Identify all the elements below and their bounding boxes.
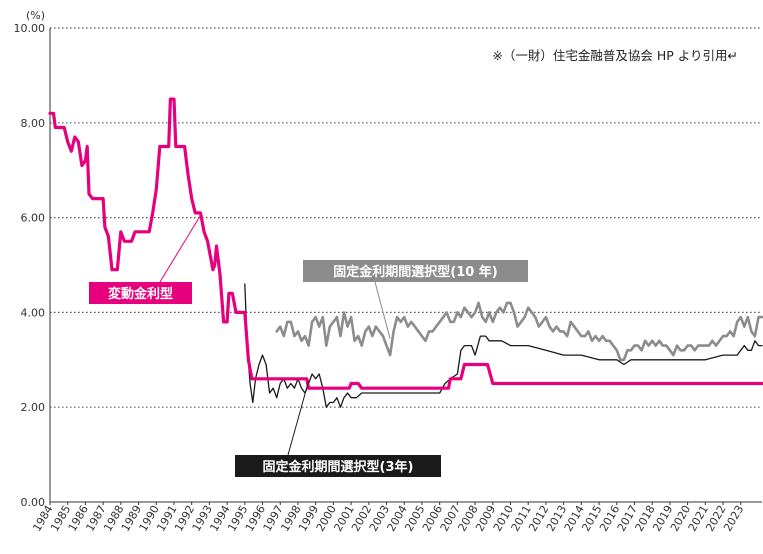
hendo-label-box bbox=[89, 282, 192, 304]
series-line-hendo bbox=[48, 97, 763, 390]
axes bbox=[49, 28, 762, 503]
kotei10-leader-line bbox=[374, 281, 391, 339]
hendo-leader-line bbox=[159, 214, 201, 283]
source-note: ※（一財）住宅金融普及協会 HP より引用↵ bbox=[492, 48, 738, 63]
series-line-kotei10 bbox=[275, 301, 763, 362]
y-tick-label: 4.00 bbox=[21, 306, 46, 319]
kotei3-leader-line bbox=[287, 380, 310, 456]
x-tick-labels: 1984198519861987198819891990199119921993… bbox=[30, 502, 746, 534]
y-unit-label: (%) bbox=[26, 9, 45, 22]
kotei3-label: 固定金利期間選択型(3年) bbox=[263, 459, 414, 475]
gridlines bbox=[50, 27, 762, 408]
kotei10-label: 固定金利期間選択型(10 年) bbox=[333, 264, 498, 280]
kotei3-label-box bbox=[235, 455, 441, 477]
y-tick-label: 8.00 bbox=[21, 117, 46, 130]
y-tick-label: 6.00 bbox=[21, 212, 46, 225]
kotei10-label-box bbox=[303, 260, 528, 282]
y-tick-label: 0.00 bbox=[21, 496, 46, 509]
y-tick-labels: 0.00 2.00 4.00 6.00 8.00 10.00 bbox=[14, 22, 46, 509]
hendo-label: 変動金利型 bbox=[108, 286, 173, 302]
y-tick-label: 2.00 bbox=[21, 401, 46, 414]
annotations: 変動金利型 固定金利期間選択型(10 年) 固定金利期間選択型(3年) bbox=[89, 214, 528, 477]
series-lines bbox=[48, 97, 763, 408]
y-tick-label: 10.00 bbox=[14, 22, 46, 35]
